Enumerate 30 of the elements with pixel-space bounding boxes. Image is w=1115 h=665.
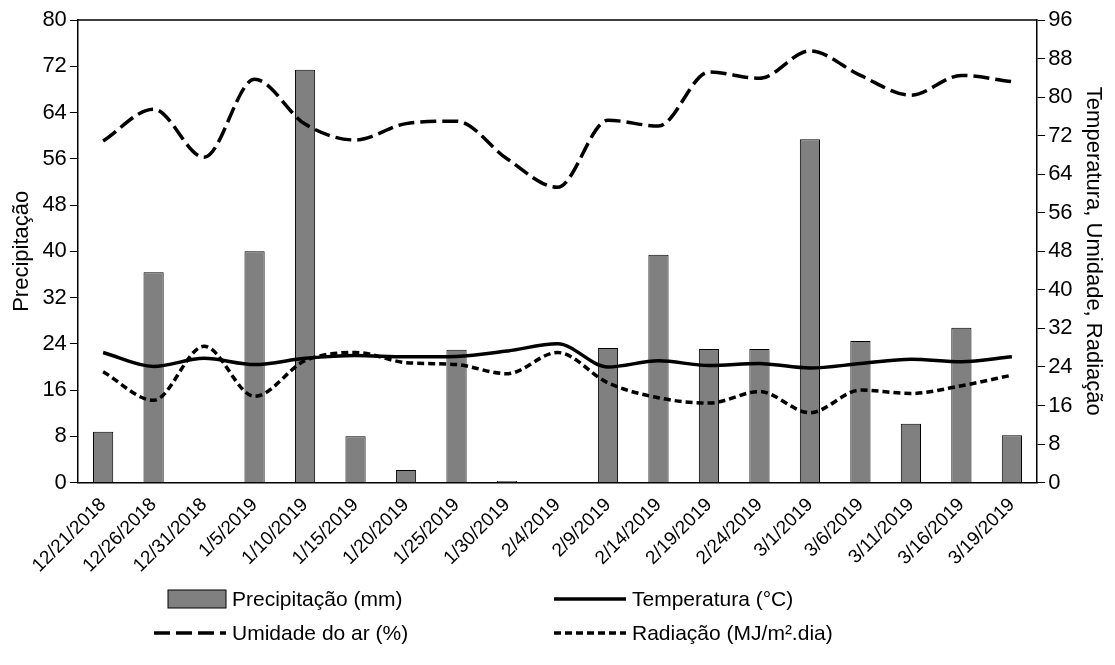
y2-tick-label: 40: [1048, 275, 1073, 301]
y2-tick-label: 56: [1048, 198, 1073, 224]
y2-tick-label: 8: [1048, 430, 1061, 456]
y-tick-label: 64: [42, 98, 67, 124]
legend-label: Temperatura (°C): [632, 587, 794, 611]
y-tick-label: 48: [42, 191, 67, 217]
legend-label: Umidade do ar (%): [232, 621, 409, 645]
y2-axis-title: Temperatura, Umidade, Radiação: [1081, 86, 1107, 416]
y2-tick-label: 48: [1048, 237, 1073, 263]
y2-tick-label: 24: [1048, 353, 1073, 379]
y2-tick-label: 0: [1048, 468, 1061, 494]
y-tick-label: 32: [42, 283, 67, 309]
y2-tick-label: 32: [1048, 314, 1073, 340]
y-tick-label: 40: [42, 237, 67, 263]
y2-tick-label: 72: [1048, 121, 1073, 147]
y-tick-label: 72: [42, 52, 67, 78]
y2-tick-label: 64: [1048, 160, 1073, 186]
y2-tick-label: 88: [1048, 44, 1073, 70]
y-tick-label: 8: [54, 422, 67, 448]
y2-tick-label: 96: [1048, 6, 1073, 32]
y-tick-label: 80: [42, 6, 67, 32]
legend-label: Radiação (MJ/m².dia): [632, 621, 833, 645]
y2-tick-label: 16: [1048, 391, 1073, 417]
y-tick-label: 16: [42, 376, 67, 402]
y2-tick-label: 80: [1048, 83, 1073, 109]
y-tick-label: 24: [42, 329, 67, 355]
y-tick-label: 0: [54, 468, 67, 494]
y-tick-label: 56: [42, 144, 67, 170]
y-axis-title: Precipitação: [8, 190, 34, 312]
legend-label: Precipitação (mm): [232, 587, 403, 611]
